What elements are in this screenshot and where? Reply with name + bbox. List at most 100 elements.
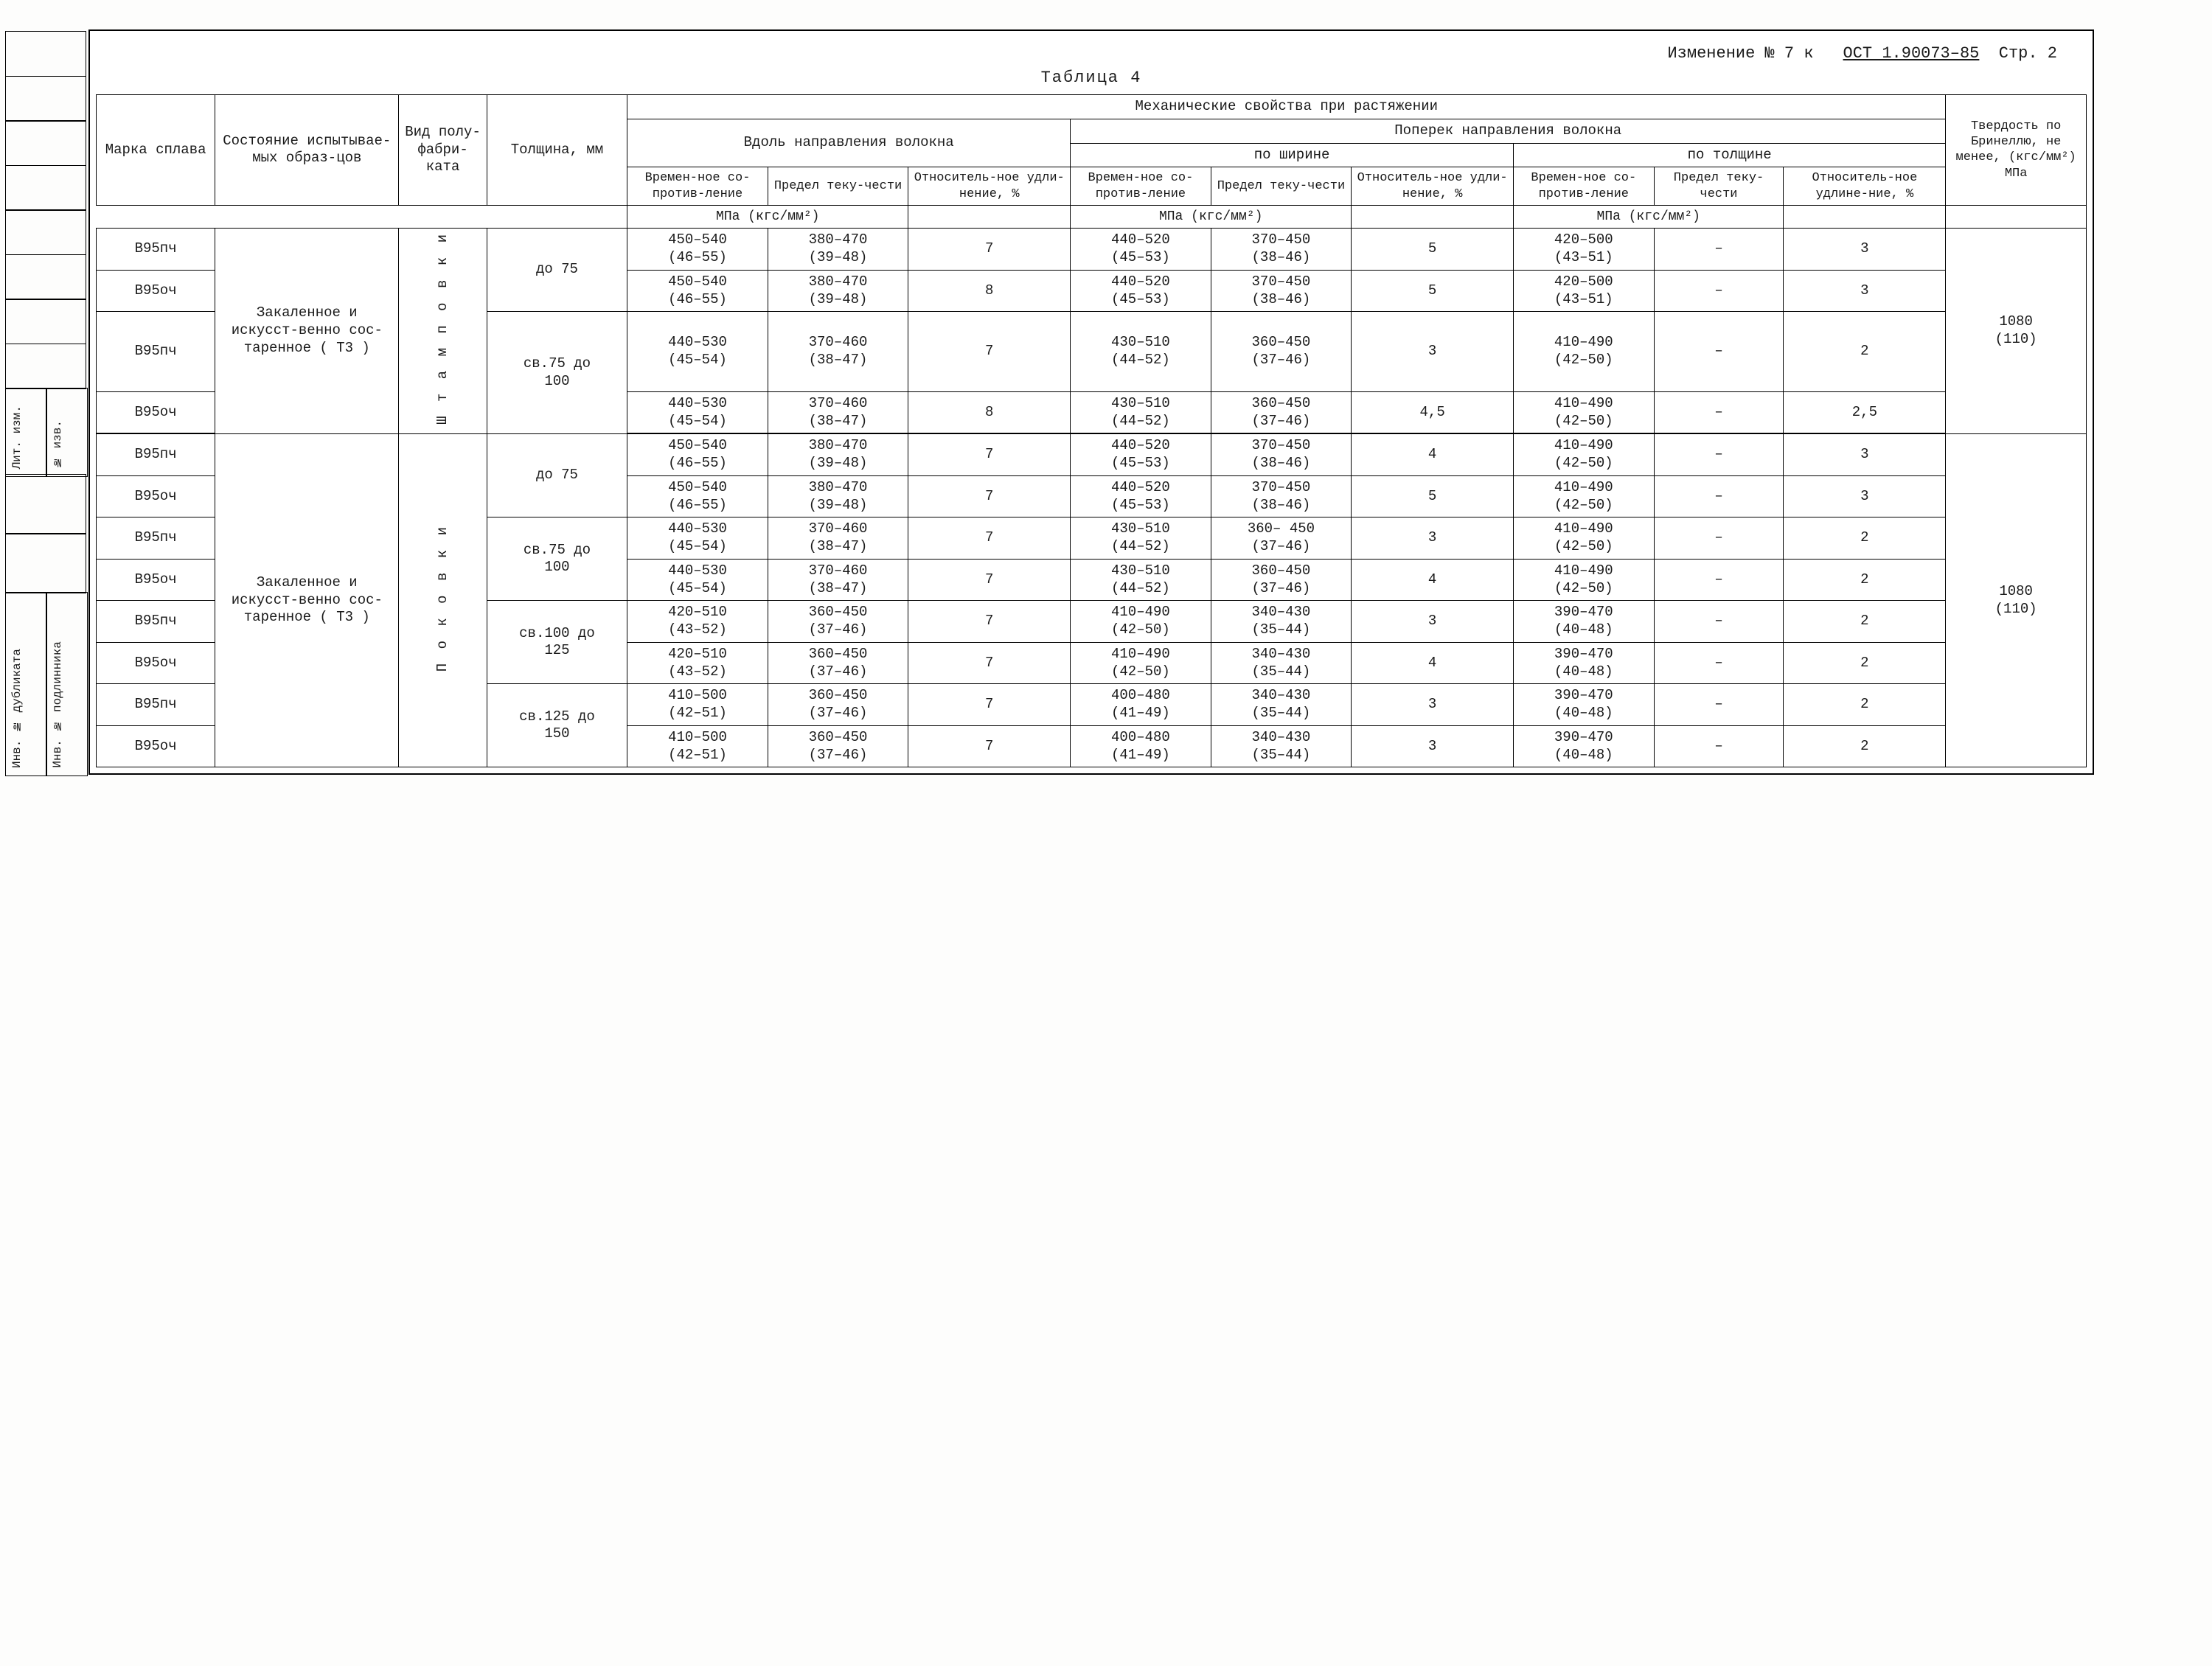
cell-width-ts: 430–510(44–52) <box>1071 391 1211 433</box>
ost-number: ОСТ 1.90073–85 <box>1843 44 1980 63</box>
cell-along-ys: 380–470(39–48) <box>768 270 908 312</box>
cell-along-el: 8 <box>908 270 1071 312</box>
col-hardness: Твердость по Бринеллю, не менее, (кгс/мм… <box>1946 95 2087 206</box>
cell-thick-el: 2 <box>1784 312 1946 392</box>
cell-mark: В95пч <box>97 229 215 271</box>
cell-mark: В95пч <box>97 312 215 392</box>
unit-thick: МПа (кгс/мм²) <box>1514 205 1784 229</box>
cell-mark: В95пч <box>97 517 215 560</box>
cell-thick-ys: – <box>1654 270 1784 312</box>
cell-width-el: 5 <box>1352 270 1514 312</box>
cell-along-ts: 440–530(45–54) <box>627 391 768 433</box>
cell-width-el: 3 <box>1352 312 1514 392</box>
cell-along-el: 7 <box>908 559 1071 601</box>
cell-thick-ts: 410–490(42–50) <box>1514 559 1655 601</box>
col-thick-el: Относитель-ное удлине-ние, % <box>1784 167 1946 206</box>
cell-width-ys: 360–450(37–46) <box>1211 559 1352 601</box>
cell-width-ys: 370–450(38–46) <box>1211 229 1352 271</box>
cell-along-ys: 380–470(39–48) <box>768 433 908 475</box>
cell-along-el: 7 <box>908 684 1071 726</box>
cell-thick-ys: – <box>1654 517 1784 560</box>
cell-thick-el: 2,5 <box>1784 391 1946 433</box>
stub-izv: № изв. <box>51 420 64 469</box>
cell-thick-ts: 390–470(40–48) <box>1514 725 1655 767</box>
col-width-ts: Времен-ное со-против-ление <box>1071 167 1211 206</box>
cell-width-ts: 430–510(44–52) <box>1071 312 1211 392</box>
cell-thick-ts: 410–490(42–50) <box>1514 475 1655 517</box>
cell-along-ts: 410–500(42–51) <box>627 684 768 726</box>
col-form: Вид полу-фабри-ката <box>399 95 487 206</box>
cell-width-ys: 340–430(35–44) <box>1211 601 1352 643</box>
cell-along-ts: 420–510(43–52) <box>627 642 768 684</box>
left-margin-stub: Лит. изм. № изв. Инв. № дубликата Инв. №… <box>5 31 86 773</box>
cell-width-el: 5 <box>1352 475 1514 517</box>
cell-mark: В95оч <box>97 475 215 517</box>
cell-along-el: 7 <box>908 229 1071 271</box>
cell-thick-el: 2 <box>1784 684 1946 726</box>
cell-thick-ys: – <box>1654 684 1784 726</box>
cell-along-ys: 370–460(38–47) <box>768 517 908 560</box>
cell-thick-ts: 410–490(42–50) <box>1514 391 1655 433</box>
cell-width-ts: 440–520(45–53) <box>1071 229 1211 271</box>
table-body: В95пчЗакаленное и искусст-венно сос-таре… <box>97 229 2087 767</box>
cell-width-el: 5 <box>1352 229 1514 271</box>
col-thickness: Толщина, мм <box>487 95 627 206</box>
stub-inv-dup: Инв. № дубликата <box>10 649 24 768</box>
table-row: В95пчЗакаленное и искусст-венно сос-таре… <box>97 229 2087 271</box>
cell-along-ts: 450–540(46–55) <box>627 229 768 271</box>
col-along-ts: Времен-ное со-против-ление <box>627 167 768 206</box>
cell-mark: В95оч <box>97 270 215 312</box>
table-title: Таблица 4 <box>96 69 2087 87</box>
cell-form: Ш т а м п о в к и <box>399 229 487 434</box>
cell-width-ts: 440–520(45–53) <box>1071 433 1211 475</box>
cell-thick-ts: 410–490(42–50) <box>1514 517 1655 560</box>
cell-width-ts: 440–520(45–53) <box>1071 270 1211 312</box>
col-thick: по толщине <box>1514 143 1946 167</box>
col-state: Состояние испытывае-мых образ-цов <box>215 95 399 206</box>
cell-thick-ys: – <box>1654 559 1784 601</box>
cell-along-ys: 370–460(38–47) <box>768 312 908 392</box>
cell-hardness: 1080(110) <box>1946 229 2087 434</box>
cell-width-ys: 360–450(37–46) <box>1211 312 1352 392</box>
col-width: по ширине <box>1071 143 1514 167</box>
cell-thick-ys: – <box>1654 391 1784 433</box>
cell-thick-ts: 410–490(42–50) <box>1514 312 1655 392</box>
cell-mark: В95оч <box>97 725 215 767</box>
cell-thick-el: 2 <box>1784 559 1946 601</box>
cell-thick-el: 2 <box>1784 642 1946 684</box>
cell-mark: В95оч <box>97 391 215 433</box>
cell-thick-ys: – <box>1654 229 1784 271</box>
cell-along-el: 7 <box>908 312 1071 392</box>
cell-thick-ys: – <box>1654 312 1784 392</box>
cell-along-ys: 370–460(38–47) <box>768 559 908 601</box>
page-number: Стр. 2 <box>1999 44 2057 63</box>
cell-thick-el: 3 <box>1784 229 1946 271</box>
stub-inv-pod: Инв. № подлинника <box>51 641 64 768</box>
cell-thickness: до 75 <box>487 433 627 517</box>
cell-thick-ys: – <box>1654 601 1784 643</box>
cell-along-el: 7 <box>908 433 1071 475</box>
col-thick-ts: Времен-ное со-против-ление <box>1514 167 1655 206</box>
cell-thick-el: 2 <box>1784 601 1946 643</box>
cell-thickness: св.75 до100 <box>487 312 627 434</box>
cell-width-ys: 370–450(38–46) <box>1211 475 1352 517</box>
cell-along-ys: 360–450(37–46) <box>768 601 908 643</box>
col-across: Поперек направления волокна <box>1071 119 1946 143</box>
cell-thick-ts: 390–470(40–48) <box>1514 642 1655 684</box>
cell-along-ts: 440–530(45–54) <box>627 312 768 392</box>
cell-width-ys: 340–430(35–44) <box>1211 642 1352 684</box>
cell-thick-ts: 420–500(43–51) <box>1514 270 1655 312</box>
cell-width-el: 4 <box>1352 642 1514 684</box>
cell-state: Закаленное и искусст-венно сос-таренное … <box>215 433 399 767</box>
cell-along-ts: 450–540(46–55) <box>627 270 768 312</box>
cell-thickness: св.75 до100 <box>487 517 627 601</box>
stub-lit: Лит. изм. <box>10 405 24 469</box>
cell-along-el: 7 <box>908 475 1071 517</box>
table-row: В95пчЗакаленное и искусст-венно сос-таре… <box>97 433 2087 475</box>
col-thick-ys: Предел теку-чести <box>1654 167 1784 206</box>
cell-along-ts: 410–500(42–51) <box>627 725 768 767</box>
unit-width: МПа (кгс/мм²) <box>1071 205 1352 229</box>
cell-along-el: 7 <box>908 725 1071 767</box>
cell-thick-el: 2 <box>1784 517 1946 560</box>
cell-width-el: 3 <box>1352 725 1514 767</box>
